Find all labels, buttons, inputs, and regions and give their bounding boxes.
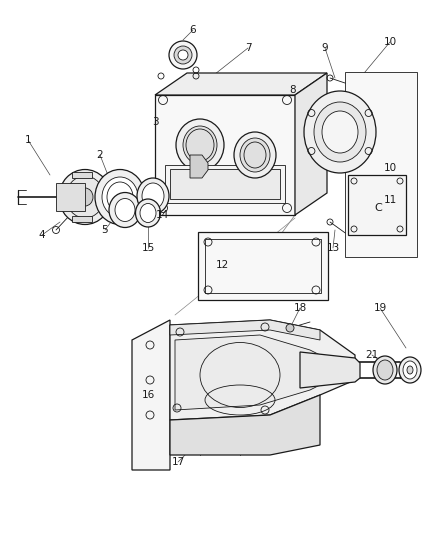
Text: 6: 6	[189, 25, 196, 35]
Circle shape	[285, 324, 293, 332]
Bar	[170, 169, 279, 199]
Ellipse shape	[372, 356, 396, 384]
Ellipse shape	[102, 177, 138, 217]
Text: 12: 12	[215, 260, 228, 270]
Bar	[344, 72, 416, 257]
Ellipse shape	[115, 198, 135, 222]
Text: 13: 13	[325, 243, 339, 253]
Text: 18: 18	[293, 303, 306, 313]
Text: 2: 2	[96, 150, 103, 160]
Text: 5: 5	[102, 225, 108, 235]
Text: 1: 1	[25, 135, 31, 145]
Text: 7: 7	[244, 43, 251, 53]
Ellipse shape	[109, 192, 141, 228]
Polygon shape	[56, 183, 85, 211]
Text: 16: 16	[141, 390, 154, 400]
Text: 9: 9	[321, 43, 328, 53]
Ellipse shape	[402, 361, 416, 379]
Bar	[347, 175, 405, 235]
Text: 3: 3	[152, 117, 158, 127]
Polygon shape	[132, 320, 170, 470]
Polygon shape	[175, 335, 339, 410]
Ellipse shape	[141, 183, 164, 209]
Bar	[205, 239, 320, 293]
Ellipse shape	[240, 138, 269, 172]
Ellipse shape	[135, 199, 160, 227]
Text: 21: 21	[364, 350, 378, 360]
Polygon shape	[170, 320, 319, 340]
Ellipse shape	[140, 204, 155, 222]
Polygon shape	[170, 320, 354, 420]
Ellipse shape	[95, 169, 145, 224]
Circle shape	[173, 46, 191, 64]
Polygon shape	[155, 95, 294, 215]
Text: 11: 11	[382, 195, 396, 205]
Text: 19: 19	[373, 303, 386, 313]
Polygon shape	[294, 73, 326, 215]
Ellipse shape	[303, 91, 375, 173]
Text: 10: 10	[382, 37, 396, 47]
Text: 15: 15	[141, 243, 154, 253]
Ellipse shape	[59, 169, 111, 224]
Text: 17: 17	[171, 457, 184, 467]
Bar	[165, 165, 284, 203]
Ellipse shape	[398, 357, 420, 383]
Ellipse shape	[406, 366, 412, 374]
Polygon shape	[299, 352, 359, 388]
Text: 14: 14	[155, 210, 168, 220]
Ellipse shape	[376, 360, 392, 380]
Ellipse shape	[313, 102, 365, 162]
Ellipse shape	[66, 176, 104, 218]
Polygon shape	[190, 155, 208, 178]
Ellipse shape	[176, 119, 223, 171]
Ellipse shape	[233, 132, 276, 178]
Polygon shape	[155, 73, 326, 95]
Text: 10: 10	[382, 163, 396, 173]
Ellipse shape	[137, 178, 169, 214]
Text: 4: 4	[39, 230, 45, 240]
Circle shape	[169, 41, 197, 69]
Ellipse shape	[77, 188, 93, 206]
Ellipse shape	[321, 111, 357, 153]
Polygon shape	[170, 395, 319, 455]
Ellipse shape	[183, 126, 216, 164]
Text: C: C	[373, 203, 381, 213]
Polygon shape	[72, 172, 92, 178]
Circle shape	[177, 50, 187, 60]
Polygon shape	[72, 216, 92, 222]
Bar	[198, 232, 327, 300]
Text: 8: 8	[289, 85, 296, 95]
